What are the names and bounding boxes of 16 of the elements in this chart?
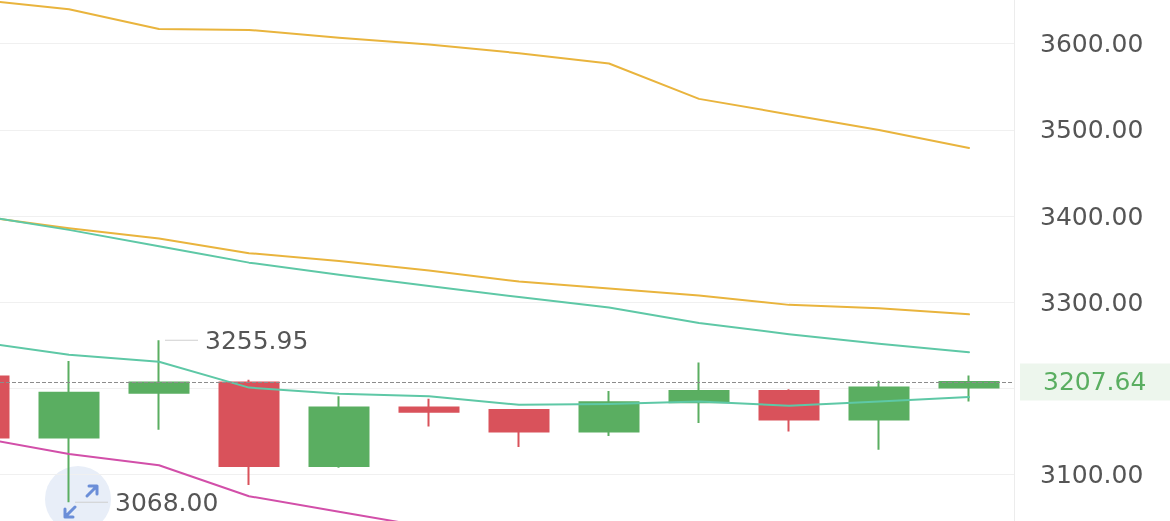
annotation: 3255.95 xyxy=(205,325,309,355)
y-tick-label: 3300.00 xyxy=(1040,287,1144,317)
candlestick xyxy=(758,388,820,433)
y-tick-label: 3400.00 xyxy=(1040,201,1144,231)
candlestick xyxy=(578,390,640,437)
candlestick xyxy=(308,395,370,469)
candlestick xyxy=(218,378,280,487)
y-tick-label: 3600.00 xyxy=(1040,29,1144,59)
y-tick-label: 3100.00 xyxy=(1040,460,1144,490)
y-tick-label: 3500.00 xyxy=(1040,115,1144,145)
candlestick xyxy=(398,397,460,428)
candlestick xyxy=(668,361,730,424)
candlestick xyxy=(488,409,550,449)
annotation: 3068.00 xyxy=(115,487,219,517)
candlestick xyxy=(848,379,910,451)
ref-line-label: 3207.64 xyxy=(1043,367,1147,397)
